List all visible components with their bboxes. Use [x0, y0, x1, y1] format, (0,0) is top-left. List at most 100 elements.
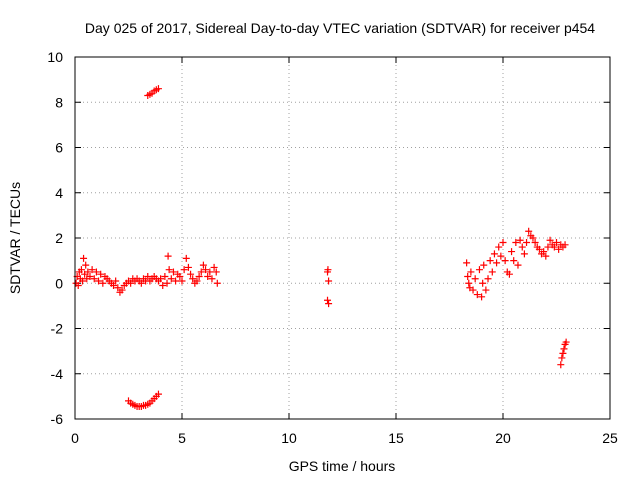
- data-point: [208, 275, 216, 283]
- data-point: [488, 268, 496, 276]
- data-point: [324, 296, 332, 304]
- data-point: [484, 275, 492, 283]
- data-point: [127, 279, 135, 287]
- data-point: [464, 272, 472, 280]
- data-point: [482, 286, 490, 294]
- data-point: [137, 279, 145, 287]
- data-point: [199, 261, 207, 269]
- data-point: [184, 263, 192, 271]
- data-point: [212, 268, 220, 276]
- data-point: [516, 236, 524, 244]
- data-point: [546, 236, 554, 244]
- data-point: [557, 361, 565, 369]
- data-point: [324, 266, 332, 274]
- data-point: [495, 243, 503, 251]
- data-point: [92, 268, 100, 276]
- data-point: [97, 270, 105, 278]
- y-axis-label: SDTVAR / TECUs: [7, 182, 23, 294]
- data-point: [490, 250, 498, 258]
- data-point: [118, 286, 126, 294]
- y-tick-label: 0: [55, 275, 63, 291]
- data-point: [508, 248, 516, 256]
- y-tick-labels: -6 -4 -2 0 2 4 6 8 10: [47, 49, 63, 427]
- data-point: [475, 266, 483, 274]
- x-tick-label: 15: [388, 430, 404, 446]
- data-point: [202, 266, 210, 274]
- data-point: [164, 252, 172, 260]
- data-point: [193, 277, 201, 285]
- data-point: [463, 259, 471, 267]
- data-point: [514, 261, 522, 269]
- data-point: [180, 266, 188, 274]
- data-point: [518, 243, 526, 251]
- data-point: [189, 275, 197, 283]
- data-point: [195, 272, 203, 280]
- data-point: [473, 291, 481, 299]
- data-point: [197, 268, 205, 276]
- data-point: [159, 282, 167, 290]
- data-point: [325, 277, 333, 285]
- data-point: [99, 279, 107, 287]
- y-tick-label: 10: [47, 49, 63, 65]
- data-point: [157, 275, 165, 283]
- data-point: [110, 282, 118, 290]
- data-point: [497, 252, 505, 260]
- data-point: [558, 354, 566, 362]
- data-point: [206, 268, 214, 276]
- data-point: [501, 257, 509, 265]
- y-tick-label: -6: [51, 411, 64, 427]
- data-point: [90, 275, 98, 283]
- data-point: [505, 270, 513, 278]
- x-axis-label: GPS time / hours: [289, 458, 396, 474]
- data-point: [95, 277, 103, 285]
- y-tick-label: 6: [55, 140, 63, 156]
- data-point: [154, 85, 162, 93]
- grid-lines: [75, 57, 610, 419]
- data-point: [167, 275, 175, 283]
- plot-frame: [74, 56, 611, 420]
- data-point: [469, 286, 477, 294]
- data-point: [78, 277, 86, 285]
- data-point: [86, 272, 94, 280]
- x-tick-label: 20: [495, 430, 511, 446]
- data-point: [544, 243, 552, 251]
- data-point: [512, 239, 520, 247]
- chart-title: Day 025 of 2017, Sidereal Day-to-day VTE…: [85, 20, 595, 36]
- data-point: [499, 239, 507, 247]
- data-point: [467, 268, 475, 276]
- x-tick-label: 10: [281, 430, 297, 446]
- data-point: [535, 245, 543, 253]
- data-point: [176, 272, 184, 280]
- data-point: [553, 239, 560, 247]
- data-point: [510, 257, 518, 265]
- data-point: [161, 272, 169, 280]
- data-points: [72, 85, 570, 411]
- data-point: [531, 239, 539, 247]
- data-point: [480, 261, 488, 269]
- data-point: [172, 277, 180, 285]
- y-tick-label: -2: [51, 321, 64, 337]
- y-tick-label: -4: [51, 366, 64, 382]
- data-point: [84, 268, 92, 276]
- data-point: [88, 266, 96, 274]
- data-point: [154, 390, 162, 398]
- data-point: [486, 257, 494, 265]
- data-point: [525, 227, 533, 235]
- data-point: [169, 268, 177, 276]
- data-point: [561, 241, 569, 249]
- data-point: [74, 282, 82, 290]
- data-point: [210, 263, 218, 271]
- data-point: [523, 239, 531, 247]
- x-tick-label: 25: [602, 430, 618, 446]
- data-point: [559, 349, 567, 357]
- data-point: [562, 338, 570, 346]
- data-point: [144, 272, 152, 280]
- y-tick-label: 8: [55, 94, 63, 110]
- data-point: [555, 245, 563, 253]
- y-tick-label: 4: [55, 185, 63, 201]
- data-point: [471, 275, 479, 283]
- data-point: [163, 279, 171, 287]
- data-point: [325, 300, 333, 308]
- data-point: [187, 270, 195, 278]
- data-point: [493, 259, 501, 267]
